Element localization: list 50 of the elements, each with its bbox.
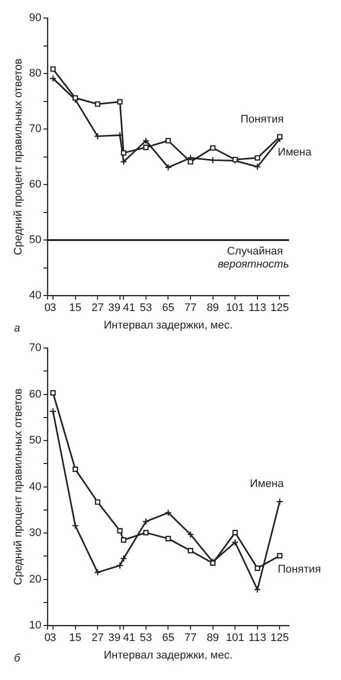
x-tick-label: 53 — [140, 632, 152, 644]
x-tick-label: 27 — [91, 302, 104, 314]
series-label: Имена — [250, 478, 285, 490]
x-tick-label: 27 — [91, 632, 104, 644]
x-tick-label: 113 — [248, 632, 266, 644]
x-tick-label: 89 — [206, 302, 219, 314]
x-tick-label: 39 — [108, 632, 121, 644]
x-axis-title: Интервал задержки, мес. — [104, 319, 233, 332]
x-tick-label: 0 — [44, 632, 50, 644]
text: а — [14, 322, 20, 335]
x-tick-label: 77 — [184, 302, 197, 314]
x-tick-label: 15 — [69, 302, 82, 314]
x-tick-label: 41 — [122, 632, 136, 644]
x-tick-label: 0 — [44, 302, 50, 314]
y-tick-label: 60 — [29, 388, 42, 400]
x-tick-label: 65 — [162, 302, 174, 314]
ref-line-label: Случайная вероятность — [218, 246, 290, 271]
y-tick-label: 30 — [29, 527, 42, 540]
y-tick-label: 70 — [29, 342, 42, 354]
text: б — [14, 652, 21, 665]
y-tick-label: 60 — [29, 178, 42, 191]
x-tick-label: 101 — [226, 632, 244, 644]
y-tick-label: 80 — [29, 68, 42, 80]
x-tick-label: 3 — [50, 302, 56, 314]
x-tick-label: 113 — [248, 302, 266, 314]
x-tick-label: 77 — [184, 632, 197, 644]
y-axis-title: Средний процент правильных ответов — [12, 58, 25, 256]
y-tick-label: 50 — [29, 434, 42, 447]
x-tick-label: 41 — [122, 302, 136, 314]
x-tick-label: 3 — [50, 632, 56, 644]
y-tick-label: 90 — [29, 12, 42, 24]
y-tick-label: 10 — [29, 620, 42, 632]
x-tick-label: 15 — [69, 632, 82, 644]
y-tick-label: 40 — [29, 480, 42, 493]
y-tick-label: 50 — [29, 234, 42, 246]
x-axis-title: Интервал задержки, мес. — [104, 649, 233, 662]
y-axis-title: Средний процент правильных ответов — [12, 388, 25, 586]
x-tick-label: 65 — [162, 632, 174, 644]
x-tick-label: 89 — [206, 632, 219, 644]
x-tick-label: 39 — [108, 302, 121, 314]
x-tick-label: 125 — [270, 302, 289, 314]
x-tick-label: 125 — [270, 632, 289, 644]
y-tick-label: 70 — [29, 123, 42, 136]
x-tick-label: 53 — [140, 302, 152, 314]
series-label: Понятия — [278, 563, 321, 576]
series-label: Имена — [278, 146, 312, 159]
y-tick-label: 40 — [29, 290, 42, 302]
series-label: Понятия — [240, 113, 284, 126]
y-tick-label: 20 — [29, 573, 42, 586]
x-tick-label: 101 — [226, 302, 244, 314]
